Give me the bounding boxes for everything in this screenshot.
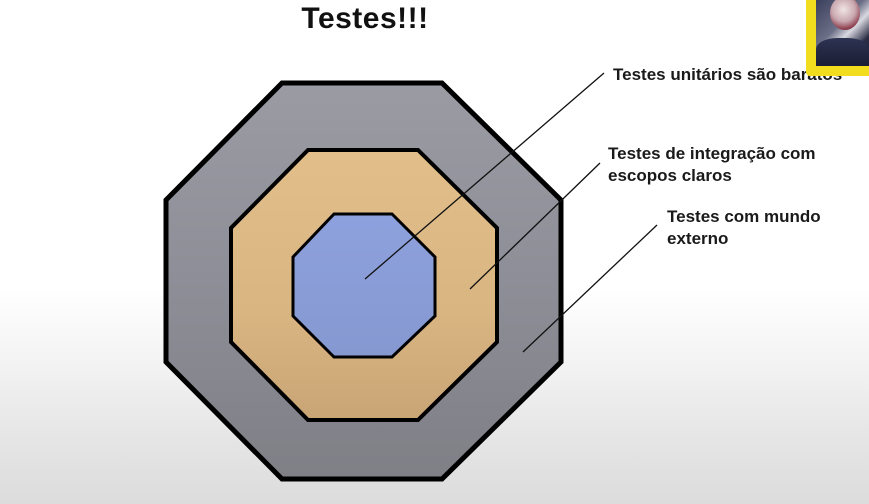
presenter-face <box>830 0 860 30</box>
inner-octagon-unit-tests <box>291 212 437 359</box>
pointer-line-unit <box>364 72 605 280</box>
slide-title: Testes!!! <box>301 2 429 35</box>
webcam-video <box>816 0 869 66</box>
label-unit-tests: Testes unitários são baratos <box>613 65 843 84</box>
pointer-line-integration <box>469 162 601 290</box>
label-external-tests: Testes com mundo externo <box>667 207 821 248</box>
pointer-line-external <box>522 224 658 353</box>
label-integration-tests: Testes de integração com escopos claros <box>608 144 816 185</box>
presenter-shoulders <box>816 38 869 66</box>
webcam-overlay <box>806 0 869 76</box>
